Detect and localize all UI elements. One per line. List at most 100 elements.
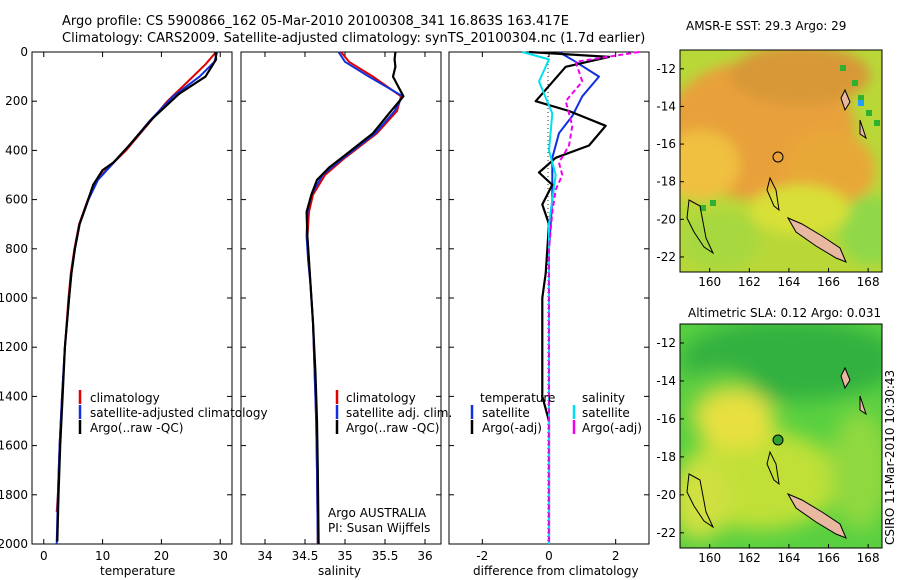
island-coast xyxy=(840,366,851,390)
series-line-climatology xyxy=(55,51,217,513)
vanuatu-coast xyxy=(686,473,715,529)
legend-label-temp-satellite: satellite xyxy=(482,406,530,420)
salinity-panel-frame xyxy=(240,51,442,545)
map-y-tick-label: -14 xyxy=(656,374,676,388)
sla-map-frame xyxy=(679,323,883,549)
difference-legend: temperature satellite Argo(-adj) salinit… xyxy=(470,391,642,435)
depth-tick-label: 200 xyxy=(5,94,28,108)
map-x-tick-label: 168 xyxy=(857,275,880,289)
series-line-climatology xyxy=(306,51,402,545)
series-line-salinity-argo-adj- xyxy=(548,51,640,544)
map-y-tick-label: -12 xyxy=(656,336,676,350)
map-x-tick-label: 164 xyxy=(777,275,800,289)
legend-label-sal-satellite: satellite xyxy=(582,406,630,420)
legend-label-sal-argo: Argo(-adj) xyxy=(582,421,642,435)
series-line-argo-raw-qc- xyxy=(56,51,218,542)
island-coast xyxy=(840,88,851,112)
sla-map-axes: 160 162 164 166 168 -12 -14 -16 -18 -20 -22 xyxy=(656,336,879,565)
map-y-tick-label: -18 xyxy=(656,450,676,464)
sla-coastlines xyxy=(686,366,867,539)
x-tick-label: 0 xyxy=(545,549,553,563)
island-coast xyxy=(859,119,867,140)
temperature-panel-frame xyxy=(31,51,233,545)
x-tick-label: -2 xyxy=(476,549,488,563)
pi-label: PI: Susan Wijffels xyxy=(328,521,430,535)
figure-title-line1: Argo profile: CS 5900866_162 05-Mar-2010… xyxy=(62,14,569,29)
map-x-tick-label: 162 xyxy=(738,275,761,289)
series-line-salinity-satellite xyxy=(522,51,557,544)
map-y-tick-label: -16 xyxy=(656,412,676,426)
profile-x-axes: 0 10 20 30 34 34.5 35 35.5 36 -2 0 2 xyxy=(40,52,620,563)
sst-map-axes: 160 162 164 166 168 -12 -14 -16 -18 -20 -22 xyxy=(656,62,879,289)
series-line-satellite-adjusted-climatology xyxy=(55,51,219,545)
depth-tick-label: 1400 xyxy=(0,389,28,403)
series-line-temperature-satellite xyxy=(548,51,600,544)
series-line-satellite-adj-clim- xyxy=(305,51,404,545)
temperature-legend: climatology satellite-adjusted climatolo… xyxy=(78,390,268,435)
x-tick-label: 30 xyxy=(213,549,228,563)
legend-label-argo: Argo(..raw -QC) xyxy=(346,421,439,435)
temperature-xlabel: temperature xyxy=(100,564,175,578)
x-tick-label: 35 xyxy=(337,549,352,563)
legend-label-satellite-adjusted: satellite-adjusted climatology xyxy=(90,406,268,420)
map-x-tick-label: 168 xyxy=(857,551,880,565)
map-y-tick-label: -18 xyxy=(656,175,676,189)
depth-tick-label: 1600 xyxy=(0,439,28,453)
map-y-tick-label: -12 xyxy=(656,62,676,76)
salinity-xlabel: salinity xyxy=(318,564,361,578)
depth-tick-label: 600 xyxy=(5,193,28,207)
map-x-tick-label: 162 xyxy=(738,551,761,565)
argo-org-label: Argo AUSTRALIA xyxy=(328,506,427,520)
legend-label-argo: Argo(..raw -QC) xyxy=(90,421,183,435)
profile-series xyxy=(55,50,640,545)
difference-xlabel: difference from climatology xyxy=(473,564,639,578)
legend-label-satellite: satellite adj. clim. xyxy=(346,406,452,420)
legend-label-climatology: climatology xyxy=(90,391,160,405)
sst-coastlines xyxy=(686,88,867,263)
sst-map-title: AMSR-E SST: 29.3 Argo: 29 xyxy=(686,19,846,33)
x-tick-label: 36 xyxy=(417,549,432,563)
x-tick-label: 2 xyxy=(612,549,620,563)
map-y-tick-label: -16 xyxy=(656,137,676,151)
salinity-legend: climatology satellite adj. clim. Argo(..… xyxy=(328,390,452,535)
depth-tick-label: 1000 xyxy=(0,291,28,305)
depth-tick-label: 1800 xyxy=(0,488,28,502)
new-caledonia-coast xyxy=(786,216,847,263)
depth-tick-label: 0 xyxy=(20,45,28,59)
x-tick-label: 35.5 xyxy=(372,549,399,563)
legend-header-salinity: salinity xyxy=(582,391,625,405)
depth-tick-label: 2000 xyxy=(0,537,28,551)
x-tick-label: 10 xyxy=(95,549,110,563)
island-coast xyxy=(859,395,867,416)
depth-tick-label: 400 xyxy=(5,143,28,157)
sla-map-title: Altimetric SLA: 0.12 Argo: 0.031 xyxy=(688,306,881,320)
map-y-tick-label: -20 xyxy=(656,212,676,226)
x-tick-label: 0 xyxy=(40,549,48,563)
sst-cloud-pixels xyxy=(700,65,880,211)
depth-axis: 0 200 400 600 800 1000 1200 1400 1600 1800 2000 xyxy=(0,45,649,551)
map-y-tick-label: -20 xyxy=(656,488,676,502)
map-y-tick-label: -22 xyxy=(656,526,676,540)
map-x-tick-label: 160 xyxy=(698,275,721,289)
sst-map-frame xyxy=(679,49,883,273)
legend-label-climatology: climatology xyxy=(346,391,416,405)
sla-heatmap xyxy=(680,324,882,548)
csiro-timestamp: CSIRO 11-Mar-2010 10:30:43 xyxy=(883,370,897,545)
island-coast xyxy=(766,176,780,212)
depth-tick-label: 800 xyxy=(5,242,28,256)
x-tick-label: 34.5 xyxy=(292,549,319,563)
legend-label-temp-argo: Argo(-adj) xyxy=(482,421,542,435)
legend-header-temperature: temperature xyxy=(480,391,555,405)
new-caledonia-coast xyxy=(786,492,847,539)
map-x-tick-label: 166 xyxy=(817,275,840,289)
map-y-tick-label: -22 xyxy=(656,250,676,264)
map-x-tick-label: 164 xyxy=(777,551,800,565)
x-tick-label: 34 xyxy=(257,549,272,563)
series-line-temperature-argo-adj- xyxy=(528,50,611,544)
vanuatu-coast xyxy=(686,199,715,255)
argo-float-marker xyxy=(772,151,784,163)
argo-float-marker xyxy=(772,434,784,446)
island-coast xyxy=(766,450,780,486)
series-line-argo-raw-qc- xyxy=(305,51,405,545)
